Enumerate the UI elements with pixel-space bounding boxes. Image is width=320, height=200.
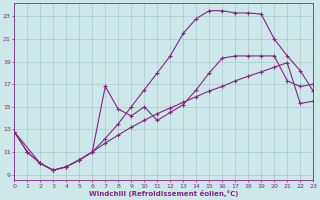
X-axis label: Windchill (Refroidissement éolien,°C): Windchill (Refroidissement éolien,°C) bbox=[89, 190, 238, 197]
